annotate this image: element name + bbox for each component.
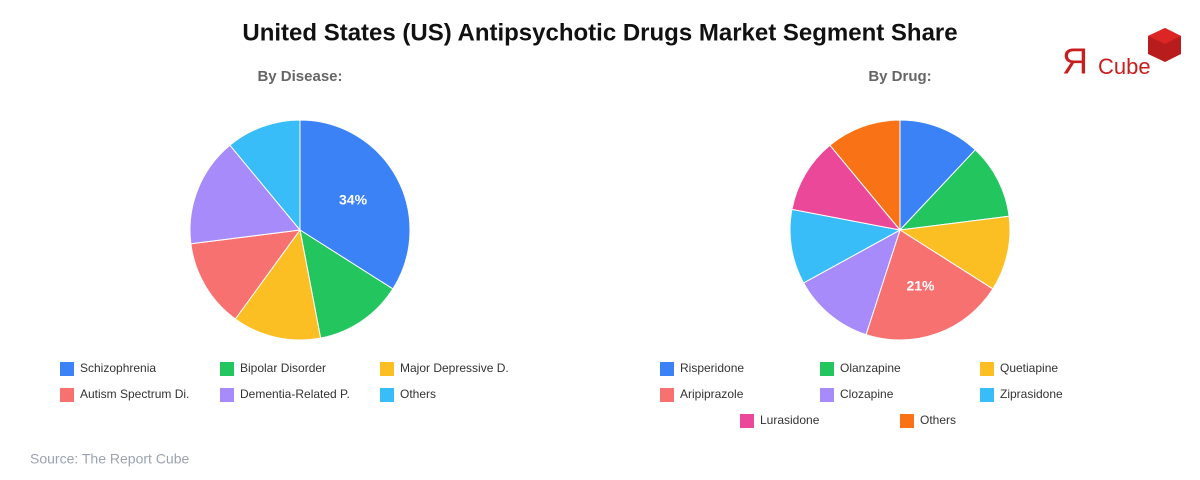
pie-slice	[189, 144, 301, 245]
legend-swatch	[820, 388, 834, 402]
chart-subtitle: By Drug:	[868, 68, 931, 85]
legend-label: Major Depressive D.	[400, 361, 509, 375]
legend-swatch	[660, 362, 674, 376]
value-label: 21%	[906, 278, 935, 294]
main-title: United States (US) Antipsychotic Drugs M…	[242, 19, 957, 46]
legend-swatch	[380, 362, 394, 376]
logo: Я Cube	[1062, 28, 1181, 82]
legend-swatch	[660, 388, 674, 402]
legend-label: Aripiprazole	[680, 387, 744, 401]
chart-subtitle: By Disease:	[257, 68, 342, 85]
legend-swatch	[900, 414, 914, 428]
legend-swatch	[220, 362, 234, 376]
legend-label: Others	[400, 387, 436, 401]
logo-mark: Я	[1062, 41, 1088, 82]
legend-swatch	[820, 362, 834, 376]
pie-slice	[789, 208, 902, 284]
logo-cube-top	[1148, 28, 1181, 44]
legend-swatch	[980, 388, 994, 402]
logo-text: Cube	[1098, 54, 1151, 79]
legend-label: Bipolar Disorder	[240, 361, 326, 375]
legend-swatch	[380, 388, 394, 402]
value-label: 34%	[339, 192, 368, 208]
pie-slice	[898, 149, 1010, 231]
pie-slice	[229, 119, 301, 232]
legend-label: Quetiapine	[1000, 361, 1058, 375]
source: Source: The Report Cube	[30, 451, 189, 467]
pie-slice	[899, 119, 977, 232]
legend-swatch	[220, 388, 234, 402]
legend-label: Risperidone	[680, 361, 744, 375]
legend-swatch	[980, 362, 994, 376]
pie-slice	[299, 228, 394, 339]
pie-slice	[865, 229, 994, 341]
legend-label: Ziprasidone	[1000, 387, 1063, 401]
legend-label: Clozapine	[840, 387, 894, 401]
legend-label: Olanzapine	[840, 361, 901, 375]
pie-slice	[791, 144, 902, 231]
legend-label: Dementia-Related P.	[240, 387, 350, 401]
legend-label: Lurasidone	[760, 413, 820, 427]
pie-slice	[802, 228, 901, 336]
pie-slice	[829, 119, 901, 232]
legend-label: Others	[920, 413, 956, 427]
legend-swatch	[60, 388, 74, 402]
legend-swatch	[60, 362, 74, 376]
legend-swatch	[740, 414, 754, 428]
pie-slice	[299, 119, 411, 290]
legend-label: Schizophrenia	[80, 361, 156, 375]
pie-slice	[190, 229, 302, 320]
pie-slice	[898, 215, 1011, 290]
pie-slice	[234, 228, 322, 341]
legend-label: Autism Spectrum Di.	[80, 387, 189, 401]
